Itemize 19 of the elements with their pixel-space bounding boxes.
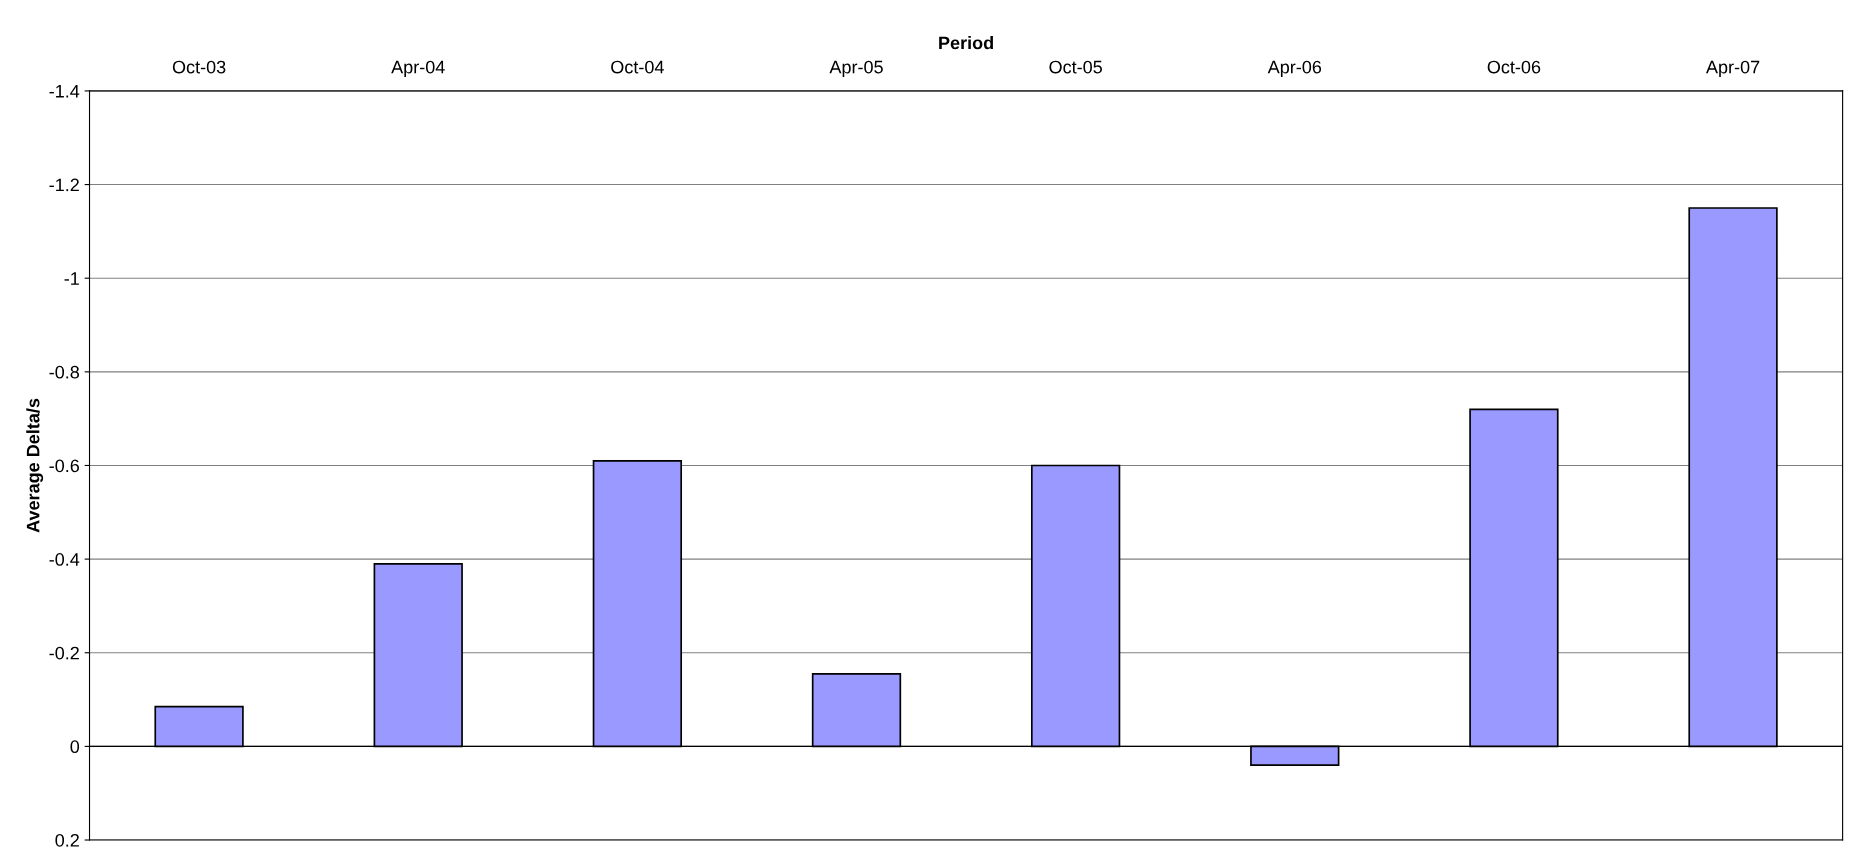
x-tick-label: Oct-04 xyxy=(611,60,664,74)
y-tick-label: -1.2 xyxy=(49,178,79,192)
x-tick-label: Apr-06 xyxy=(1267,60,1322,78)
x-tick-label: Oct-05 xyxy=(1049,60,1102,74)
x-tick-label: Oct-03 xyxy=(172,60,226,74)
y-tick-label: -0.6 xyxy=(49,459,80,473)
x-axis-title: Period xyxy=(939,36,993,50)
y-tick-label: -0.4 xyxy=(49,553,80,566)
x-tick-label: Apr-04 xyxy=(391,60,445,78)
y-tick-label: -0.8 xyxy=(49,365,80,379)
y-tick-label: -1.4 xyxy=(49,85,80,98)
y-tick-label: 0 xyxy=(70,740,80,754)
x-tick-label: Apr-05 xyxy=(829,60,883,78)
y-tick-label: -0.2 xyxy=(49,646,79,660)
x-tick-label: Apr-07 xyxy=(1705,60,1760,78)
x-tick-label: Oct-06 xyxy=(1487,60,1541,74)
y-tick-label: 0.2 xyxy=(55,833,79,847)
y-tick-label: -1 xyxy=(64,272,79,285)
y-axis-title: Average Delta/s xyxy=(26,398,44,533)
